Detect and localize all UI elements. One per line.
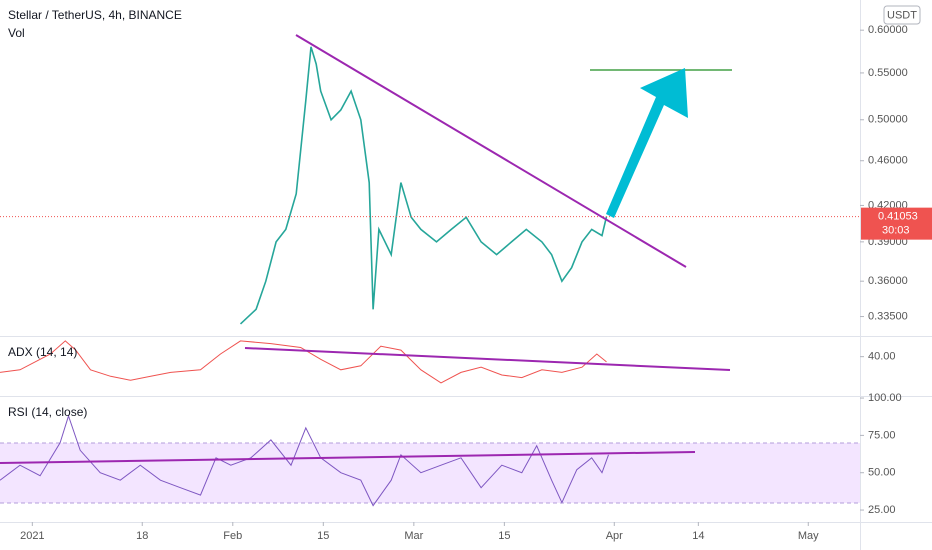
rsi-label: RSI (14, close) <box>8 405 87 419</box>
symbol-title: Stellar / TetherUS, 4h, BINANCE <box>8 8 182 22</box>
x-tick-label: 2021 <box>20 530 44 542</box>
y-tick-label: 0.55000 <box>868 67 908 79</box>
last-price-label: 0.41053 <box>878 211 918 223</box>
y-tick-label: 0.36000 <box>868 275 908 287</box>
x-tick-label: Mar <box>404 530 423 542</box>
volume-label: Vol <box>8 26 25 40</box>
y-tick-label: 0.33500 <box>868 310 908 322</box>
rsi-band <box>0 443 860 503</box>
currency-label[interactable]: USDT <box>887 9 917 21</box>
x-tick-label: 18 <box>136 530 148 542</box>
y-tick-label: 0.60000 <box>868 24 908 36</box>
x-tick-label: 14 <box>692 530 704 542</box>
series-line <box>0 340 607 384</box>
x-tick-label: Apr <box>606 530 623 542</box>
y-tick-label: 0.46000 <box>868 155 908 167</box>
y-tick-label: 75.00 <box>868 429 896 441</box>
y-tick-label: 0.50000 <box>868 114 908 126</box>
adx-label: ADX (14, 14) <box>8 345 77 359</box>
y-tick-label: 50.00 <box>868 467 896 479</box>
trendline <box>295 34 687 268</box>
currency-box[interactable] <box>883 5 921 25</box>
y-tick-label: 40.00 <box>868 351 896 363</box>
x-tick-label: May <box>798 530 819 542</box>
y-tick-label: 25.00 <box>868 504 896 516</box>
last-price-tag <box>861 207 932 240</box>
trendline <box>244 347 731 371</box>
y-tick-label: 100.00 <box>868 392 902 404</box>
trendline <box>0 451 696 464</box>
x-tick-label: 15 <box>317 530 329 542</box>
countdown-label: 30:03 <box>882 225 910 237</box>
x-tick-label: Feb <box>223 530 242 542</box>
x-tick-label: 15 <box>498 530 510 542</box>
arrow <box>606 68 688 218</box>
series-line <box>239 46 608 325</box>
